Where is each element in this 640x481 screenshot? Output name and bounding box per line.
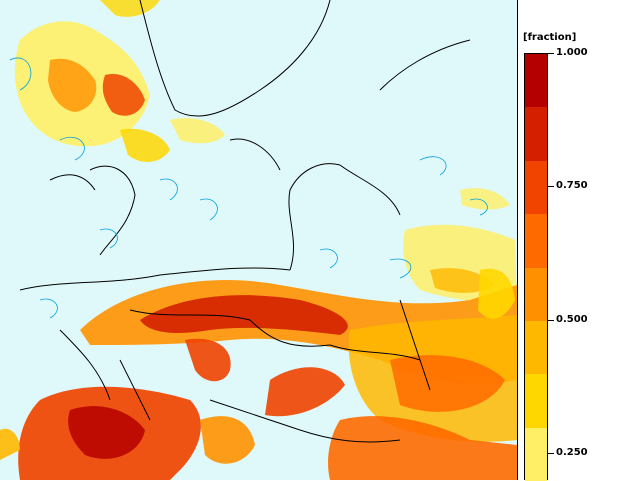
field-alps xyxy=(0,386,517,480)
legend-color-segment xyxy=(525,214,547,268)
legend-tick-label: 1.000 xyxy=(556,47,588,58)
field-scandinavia xyxy=(14,0,225,162)
legend-tick-mark xyxy=(548,319,554,321)
legend-colorbar xyxy=(524,53,548,481)
legend-color-segment xyxy=(525,374,547,428)
legend-color-segment xyxy=(525,427,547,481)
legend-color-segment xyxy=(525,267,547,321)
legend-tick-label: 0.500 xyxy=(556,313,588,325)
color-legend: [fraction] 1.000 0.750 0.500 0.250 xyxy=(518,0,640,481)
map-canvas xyxy=(0,0,517,480)
legend-color-segment xyxy=(525,54,547,108)
legend-color-segment xyxy=(525,160,547,215)
legend-tick-label: 0.250 xyxy=(556,447,588,459)
legend-color-segment xyxy=(525,107,547,161)
legend-unit-label: [fraction] xyxy=(523,32,577,43)
legend-tick-mark xyxy=(548,53,554,54)
legend-tick-mark xyxy=(548,453,554,455)
map-plot-area xyxy=(0,0,518,480)
legend-tick-label: 0.750 xyxy=(556,180,588,192)
contours xyxy=(9,57,488,319)
boundaries xyxy=(19,0,471,443)
legend-tick-mark xyxy=(548,186,554,188)
field-central-band xyxy=(80,268,517,442)
legend-color-segment xyxy=(525,320,547,375)
